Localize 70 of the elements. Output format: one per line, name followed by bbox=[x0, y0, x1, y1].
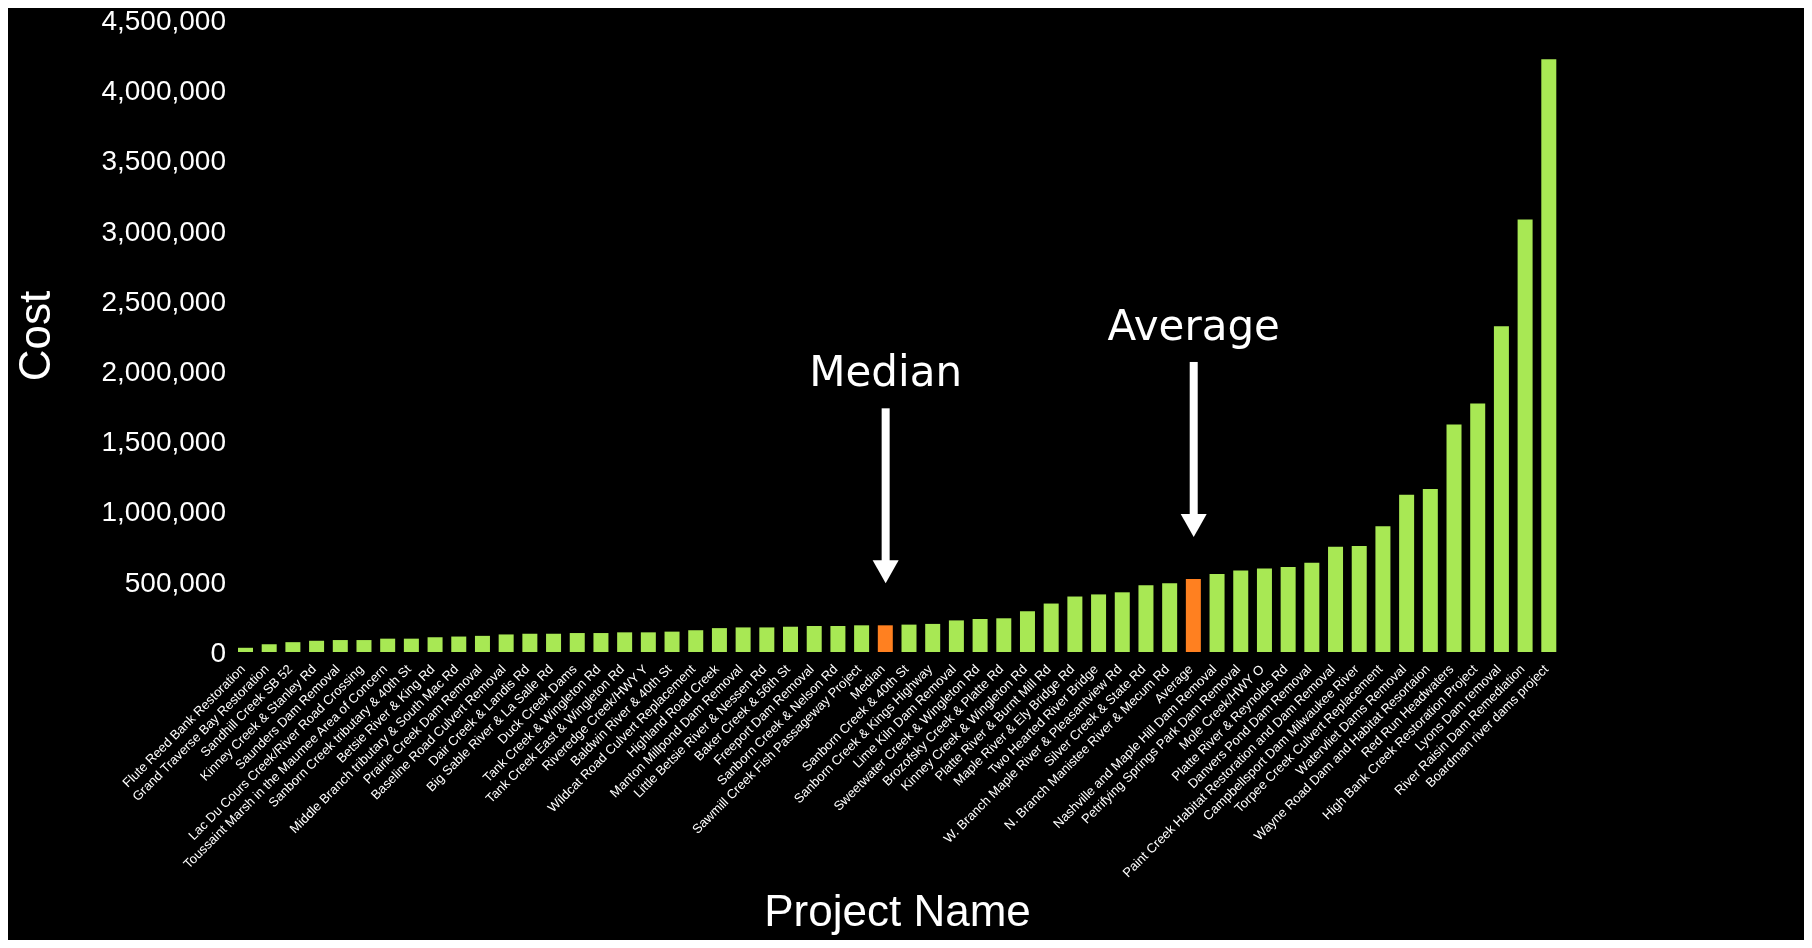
bar bbox=[854, 625, 870, 652]
bar bbox=[332, 640, 348, 652]
y-tick-label: 500,000 bbox=[124, 566, 226, 598]
bar bbox=[688, 630, 704, 652]
bar bbox=[1256, 568, 1272, 652]
bar bbox=[1446, 424, 1462, 652]
bar bbox=[285, 642, 301, 652]
bar bbox=[1043, 603, 1059, 652]
bar bbox=[1280, 567, 1296, 652]
bar bbox=[451, 636, 467, 652]
bar bbox=[1162, 583, 1178, 652]
y-tick-label: 1,000,000 bbox=[101, 496, 226, 528]
bar bbox=[261, 644, 277, 652]
bar bbox=[1399, 494, 1415, 652]
bar bbox=[238, 647, 253, 652]
bar bbox=[380, 638, 396, 652]
y-tick-label: 4,000,000 bbox=[101, 75, 226, 107]
bar bbox=[901, 624, 917, 652]
y-tick-label: 4,500,000 bbox=[101, 4, 226, 36]
bar bbox=[925, 623, 941, 652]
bar bbox=[498, 634, 514, 652]
bar bbox=[593, 633, 609, 652]
bar bbox=[617, 632, 633, 652]
bar bbox=[877, 625, 893, 652]
bar bbox=[309, 640, 325, 652]
bar bbox=[1209, 574, 1225, 652]
bar bbox=[735, 627, 751, 652]
bar bbox=[783, 626, 799, 652]
bar bbox=[1517, 219, 1533, 652]
bar bbox=[972, 619, 988, 652]
bar bbox=[1233, 570, 1249, 652]
bar bbox=[1114, 592, 1130, 652]
bar bbox=[1375, 526, 1391, 652]
bar bbox=[569, 633, 585, 652]
bar bbox=[1493, 326, 1509, 652]
bar bbox=[759, 627, 775, 652]
bar bbox=[1470, 403, 1486, 652]
bar bbox=[403, 638, 419, 652]
x-axis-title: Project Name bbox=[764, 886, 1031, 935]
bar bbox=[830, 626, 846, 652]
y-tick-label: 2,000,000 bbox=[101, 356, 226, 388]
y-axis-title: Cost bbox=[9, 290, 59, 382]
bar bbox=[356, 640, 372, 652]
bar bbox=[427, 637, 443, 652]
bar bbox=[948, 620, 964, 652]
bar bbox=[996, 618, 1012, 652]
bar bbox=[806, 626, 822, 652]
bar bbox=[546, 633, 562, 652]
annotation: Average bbox=[1107, 300, 1280, 350]
bar bbox=[1304, 562, 1320, 652]
y-tick-label: 3,000,000 bbox=[101, 215, 226, 247]
bar bbox=[711, 628, 727, 652]
y-tick-label: 0 bbox=[210, 636, 226, 668]
y-tick-label: 1,500,000 bbox=[101, 426, 226, 458]
bar bbox=[1185, 578, 1201, 652]
bar bbox=[474, 635, 490, 652]
bar bbox=[522, 633, 538, 652]
bar bbox=[1138, 585, 1154, 652]
bar bbox=[1328, 546, 1344, 652]
bar bbox=[640, 632, 656, 652]
bar bbox=[1541, 59, 1557, 652]
bar bbox=[664, 631, 680, 652]
bar bbox=[1351, 545, 1367, 652]
y-tick-label: 2,500,000 bbox=[101, 285, 226, 317]
bar bbox=[1019, 611, 1035, 652]
bar bbox=[1067, 596, 1083, 652]
bar bbox=[1091, 594, 1107, 652]
y-tick-label: 3,500,000 bbox=[101, 145, 226, 177]
annotation: Median bbox=[809, 347, 963, 397]
bar bbox=[1422, 489, 1438, 652]
